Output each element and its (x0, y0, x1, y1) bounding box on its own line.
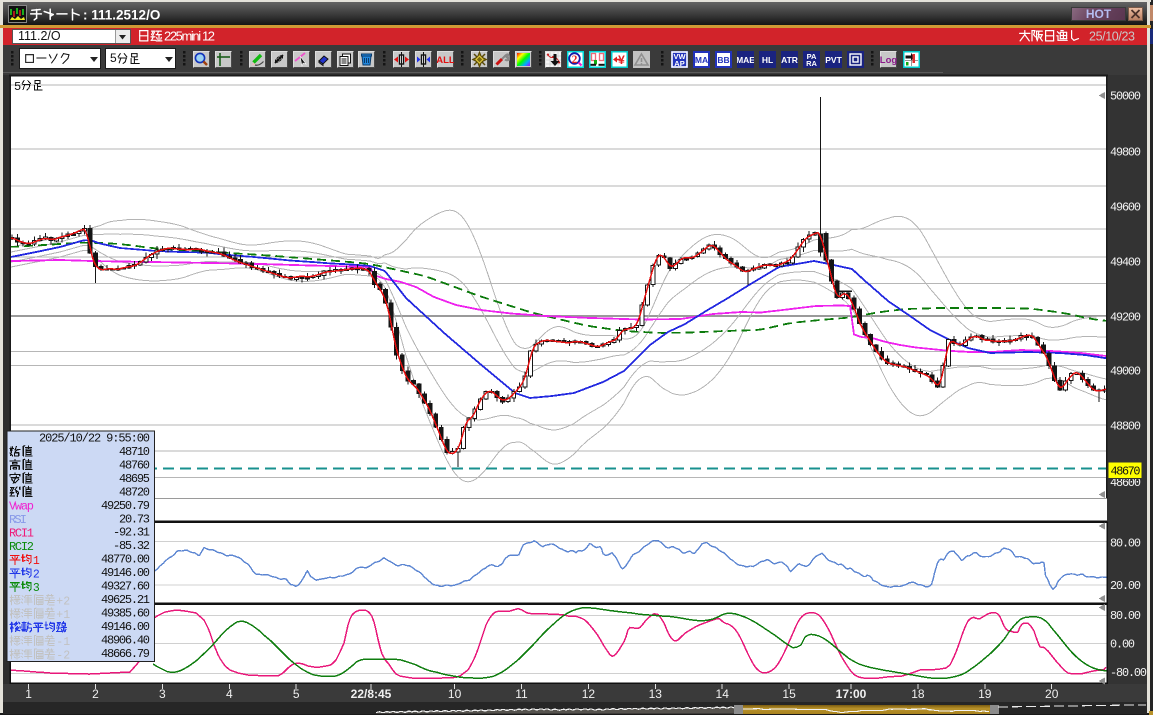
svg-text:VW: VW (673, 52, 686, 61)
svg-text:48710: 48710 (119, 445, 150, 459)
svg-text:5: 5 (14, 80, 21, 94)
svg-text:49800: 49800 (1110, 146, 1141, 160)
svg-text:1: 1 (33, 555, 40, 568)
svg-text:49000: 49000 (1110, 365, 1141, 379)
svg-text:RSI: RSI (9, 513, 27, 527)
svg-text:48600: 48600 (1110, 476, 1141, 490)
svg-text:20: 20 (1045, 687, 1059, 701)
svg-text:49146.00: 49146.00 (101, 620, 150, 634)
svg-text:48760: 48760 (119, 458, 150, 472)
svg-text:PA: PA (807, 52, 817, 61)
svg-text:5: 5 (293, 687, 300, 701)
svg-text:3: 3 (159, 687, 166, 701)
svg-text:48906.40: 48906.40 (101, 633, 150, 647)
svg-text:-92.31: -92.31 (113, 526, 150, 540)
svg-text:49200: 49200 (1110, 311, 1141, 325)
svg-text:AP: AP (674, 59, 684, 68)
svg-text:11: 11 (515, 687, 528, 701)
svg-text:+1: +1 (56, 609, 70, 622)
svg-text:+2: +2 (56, 595, 70, 608)
svg-text:: 111.2512/O: : 111.2512/O (83, 8, 160, 23)
svg-text:1: 1 (25, 687, 32, 701)
svg-text:-85.32: -85.32 (113, 539, 150, 553)
svg-text:80.00: 80.00 (1110, 609, 1141, 623)
svg-text:15: 15 (782, 687, 796, 701)
svg-text:48670: 48670 (1111, 465, 1141, 479)
svg-text:0.00: 0.00 (1110, 638, 1135, 652)
svg-text:-1: -1 (56, 636, 70, 649)
svg-text:80.00: 80.00 (1110, 537, 1141, 551)
svg-text:MA: MA (695, 55, 708, 65)
svg-text:2025/10/22 9:55:00: 2025/10/22 9:55:00 (39, 432, 150, 446)
svg-text:ALL: ALL (437, 55, 454, 66)
svg-text:2: 2 (92, 687, 99, 701)
svg-text:PVT: PVT (825, 55, 842, 65)
svg-text:4: 4 (226, 687, 233, 701)
svg-text:HL: HL (762, 55, 773, 65)
svg-text:49327.60: 49327.60 (101, 580, 150, 594)
svg-text:ATR: ATR (781, 55, 798, 65)
svg-text:25/10/23: 25/10/23 (1089, 30, 1135, 44)
svg-text:MAE: MAE (737, 55, 754, 65)
svg-text:RA: RA (806, 59, 817, 68)
svg-text:RCI1: RCI1 (9, 526, 34, 540)
svg-text:48770.00: 48770.00 (101, 553, 150, 567)
svg-text:13: 13 (649, 687, 663, 701)
svg-text:3: 3 (33, 582, 40, 595)
svg-text:48666.79: 48666.79 (101, 647, 150, 661)
svg-text:Vwap: Vwap (9, 499, 34, 513)
svg-text:48800: 48800 (1110, 420, 1141, 434)
svg-text:19: 19 (978, 687, 992, 701)
svg-text:BB: BB (717, 55, 729, 65)
svg-text:20.73: 20.73 (119, 512, 150, 526)
svg-text:49250.79: 49250.79 (101, 499, 150, 513)
svg-text:20.00: 20.00 (1110, 579, 1141, 593)
svg-text:48695: 48695 (119, 472, 150, 486)
svg-text:49600: 49600 (1110, 201, 1141, 215)
svg-text:18: 18 (911, 687, 925, 701)
svg-text:12: 12 (582, 687, 596, 701)
svg-text:49625.21: 49625.21 (101, 593, 150, 607)
svg-text:49385.60: 49385.60 (101, 607, 150, 621)
svg-text:48720: 48720 (119, 485, 150, 499)
svg-text:2: 2 (572, 54, 578, 66)
svg-text:2: 2 (33, 568, 40, 581)
svg-text:17:00: 17:00 (836, 687, 867, 701)
svg-text:14: 14 (716, 687, 730, 701)
svg-text:22/8:45: 22/8:45 (351, 687, 392, 701)
svg-text:10: 10 (448, 687, 462, 701)
svg-text:49400: 49400 (1110, 256, 1141, 270)
svg-text:Log: Log (880, 55, 897, 66)
svg-text:¥: ¥ (618, 53, 625, 67)
svg-text:-2: -2 (56, 650, 70, 663)
svg-text:49146.00: 49146.00 (101, 566, 150, 580)
svg-text:50000: 50000 (1110, 90, 1141, 104)
svg-text:-80.00: -80.00 (1110, 666, 1147, 680)
svg-text:RCI2: RCI2 (9, 540, 34, 554)
svg-text:225mini 12: 225mini 12 (164, 29, 215, 44)
